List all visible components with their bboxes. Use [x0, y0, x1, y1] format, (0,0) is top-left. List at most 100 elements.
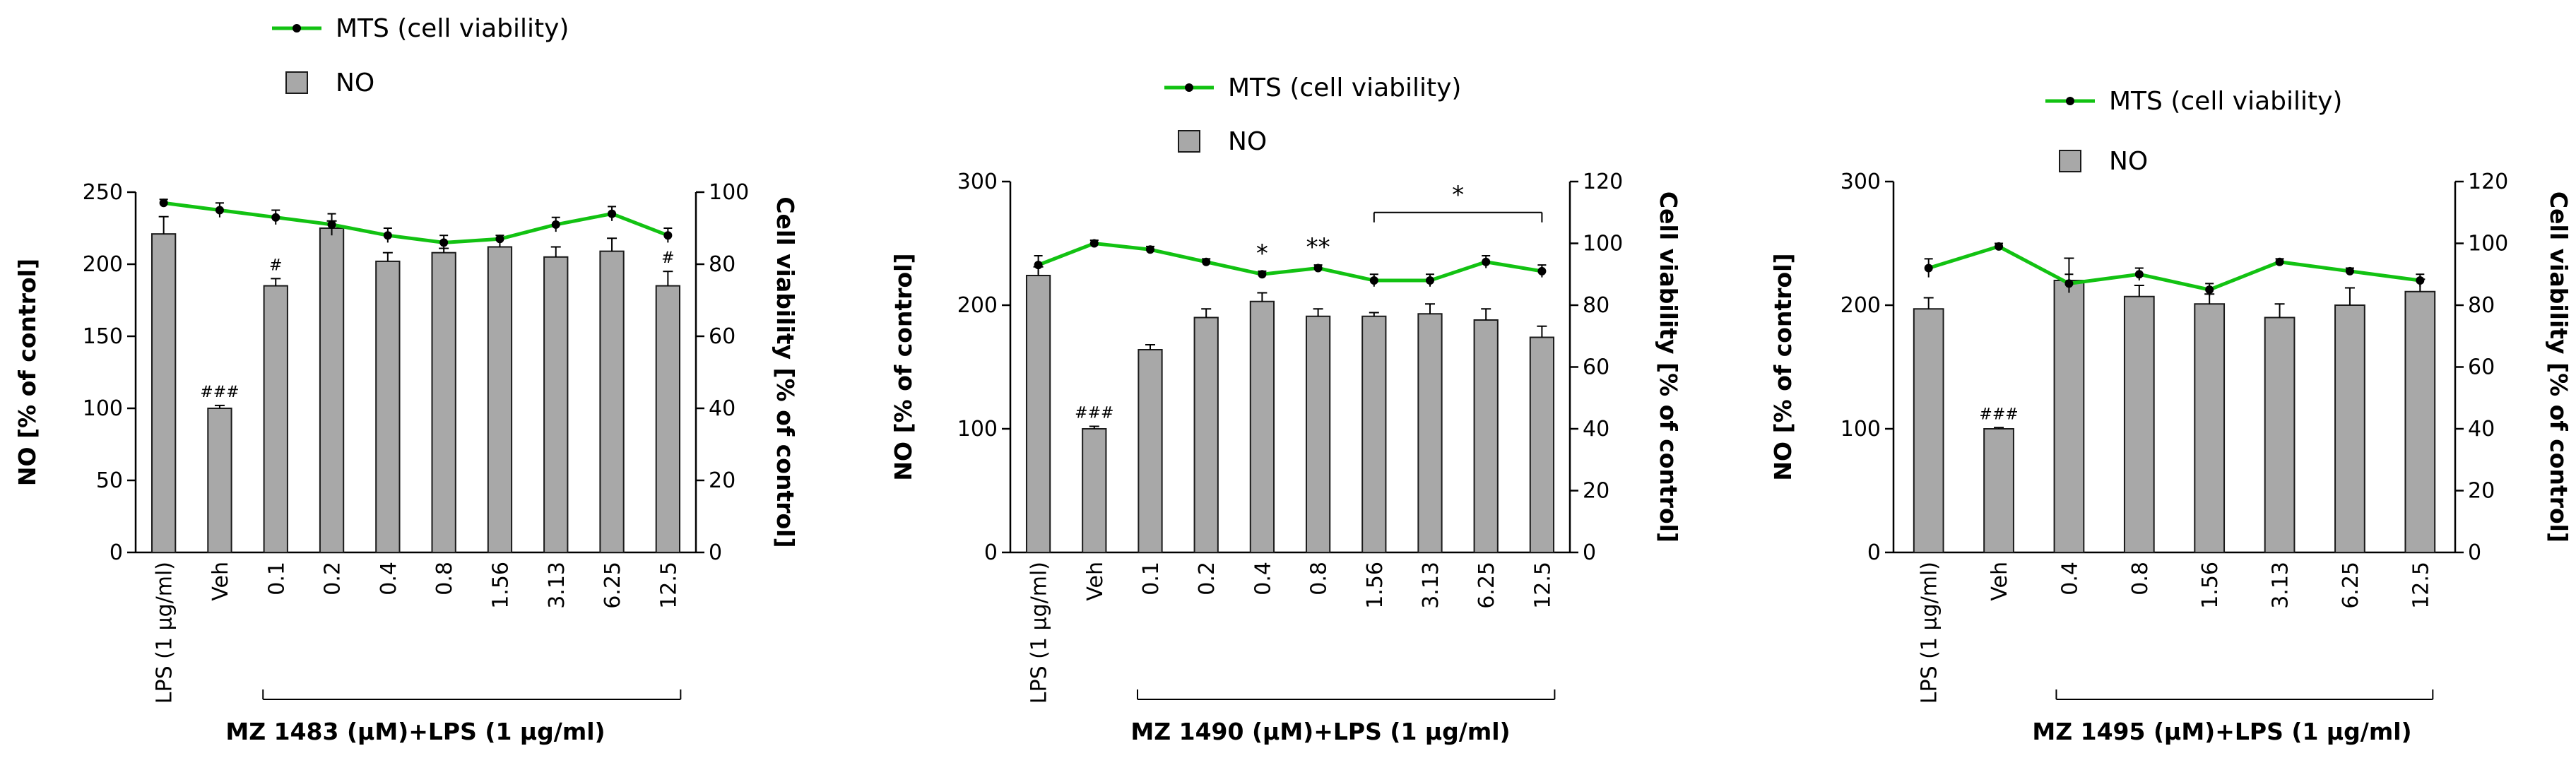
category-label: 0.1 — [264, 562, 289, 596]
bar — [599, 250, 625, 553]
left-axis-title: NO [% of control] — [890, 253, 917, 480]
bar — [375, 260, 401, 553]
left-tick-label: 0 — [984, 540, 998, 565]
left-axis-title: NO [% of control] — [13, 259, 41, 486]
legend: MTS (cell viability) NO — [2045, 87, 2342, 176]
bar — [431, 251, 456, 553]
line-point — [2205, 285, 2214, 295]
right-tick-label: 20 — [709, 468, 735, 493]
bar — [1082, 428, 1107, 553]
line-point — [1258, 270, 1267, 279]
right-tick-label: 20 — [1583, 479, 1609, 504]
line-point — [1313, 263, 1323, 273]
legend-label-mts: MTS (cell viability) — [2109, 87, 2342, 116]
left-tick-label: 100 — [83, 396, 123, 421]
line-point — [2134, 270, 2144, 279]
category-label: LPS (1 μg/ml) — [153, 562, 177, 704]
significance-hash: ### — [1979, 405, 2018, 423]
legend-label-mts: MTS (cell viability) — [1228, 73, 1461, 102]
bar — [1529, 336, 1555, 553]
category-label: 0.8 — [432, 562, 457, 596]
category-label: 6.25 — [601, 562, 625, 609]
x-axis-title: MZ 1483 (μM)+LPS (1 μg/ml) — [225, 718, 605, 745]
right-tick-label: 80 — [1583, 293, 1609, 318]
right-tick-label: 120 — [2468, 170, 2508, 194]
category-label: 0.4 — [377, 562, 401, 596]
mts-line — [1037, 241, 1542, 283]
line-point — [1924, 263, 1933, 273]
category-label: 3.13 — [545, 562, 569, 609]
right-tick-label: 100 — [1583, 232, 1623, 256]
line-point — [2345, 266, 2354, 276]
legend-bar-swatch — [1178, 130, 1200, 153]
bar — [1473, 319, 1499, 553]
category-label: 0.4 — [1251, 562, 1275, 596]
right-tick-label: 0 — [1583, 540, 1596, 565]
category-label: 1.56 — [488, 562, 513, 609]
legend-label-no: NO — [2109, 147, 2148, 176]
line-point — [1995, 242, 2004, 251]
bar — [319, 227, 345, 553]
legend-label-no: NO — [1228, 127, 1267, 156]
bar — [487, 246, 513, 553]
left-tick-label: 100 — [957, 417, 998, 442]
bar — [1305, 315, 1331, 553]
right-tick-label: 40 — [2468, 417, 2495, 442]
line-point — [159, 199, 168, 208]
line-point — [2416, 276, 2425, 285]
line-point — [215, 206, 224, 215]
category-label: 0.2 — [1195, 562, 1219, 596]
left-tick-label: 200 — [83, 252, 123, 277]
left-axis-title: NO [% of control] — [1769, 253, 1797, 480]
category-label: LPS (1 μg/ml) — [1918, 562, 1942, 704]
category-label: Veh — [1083, 562, 1108, 601]
category-label: 1.56 — [2198, 562, 2223, 609]
category-label: LPS (1 μg/ml) — [1027, 562, 1052, 704]
bar — [263, 285, 288, 553]
bar — [1361, 315, 1387, 553]
legend: MTS (cell viability) NO — [272, 14, 569, 97]
legend-bar-swatch — [285, 71, 308, 94]
significance-star: * — [1256, 239, 1268, 268]
bar — [1417, 313, 1443, 553]
right-tick-label: 20 — [2468, 479, 2495, 504]
category-label: 6.25 — [1475, 562, 1499, 609]
line-point — [1202, 257, 1211, 266]
line-point — [2064, 279, 2074, 288]
line-point — [1146, 245, 1154, 254]
category-label: Veh — [208, 562, 233, 601]
category-label: 6.25 — [2339, 562, 2363, 609]
right-tick-label: 100 — [709, 180, 749, 205]
line-point — [383, 231, 392, 240]
right-tick-label: 80 — [709, 252, 735, 277]
bar — [1025, 275, 1051, 553]
bar — [2404, 290, 2436, 553]
category-label: 3.13 — [2269, 562, 2293, 609]
category-label: 0.8 — [1307, 562, 1332, 596]
category-label: 0.1 — [1139, 562, 1164, 596]
right-tick-label: 0 — [2468, 540, 2481, 565]
chart-panel-3: 0 100 200 300 0 20 40 60 80 100 120 NO [% of contro… — [1769, 87, 2572, 745]
right-tick-label: 80 — [2468, 293, 2495, 318]
right-axis-title: Cell viability [% of control] — [1655, 191, 1682, 543]
category-label: 3.13 — [1419, 562, 1443, 609]
category-label: 1.56 — [1363, 562, 1388, 609]
left-tick-label: 250 — [83, 180, 123, 205]
legend-line-marker — [2066, 97, 2074, 105]
line-point — [271, 213, 280, 222]
right-tick-label: 60 — [709, 324, 735, 349]
mts-line — [163, 201, 669, 244]
left-tick-label: 100 — [1841, 417, 1881, 442]
right-tick-label: 60 — [1583, 355, 1609, 380]
category-label: Veh — [1987, 562, 2012, 601]
chart-panel-2: 0 100 200 300 0 20 40 60 80 100 120 NO [% of contro… — [890, 73, 1682, 745]
legend-line-marker — [1185, 83, 1193, 92]
category-label: 12.5 — [1530, 562, 1555, 609]
left-tick-label: 150 — [83, 324, 123, 349]
legend-line-marker — [293, 24, 301, 32]
bar — [150, 233, 177, 553]
legend-label-no: NO — [336, 69, 374, 97]
line-point — [608, 209, 617, 218]
line-point — [439, 238, 449, 247]
left-tick-label: 50 — [96, 468, 123, 493]
